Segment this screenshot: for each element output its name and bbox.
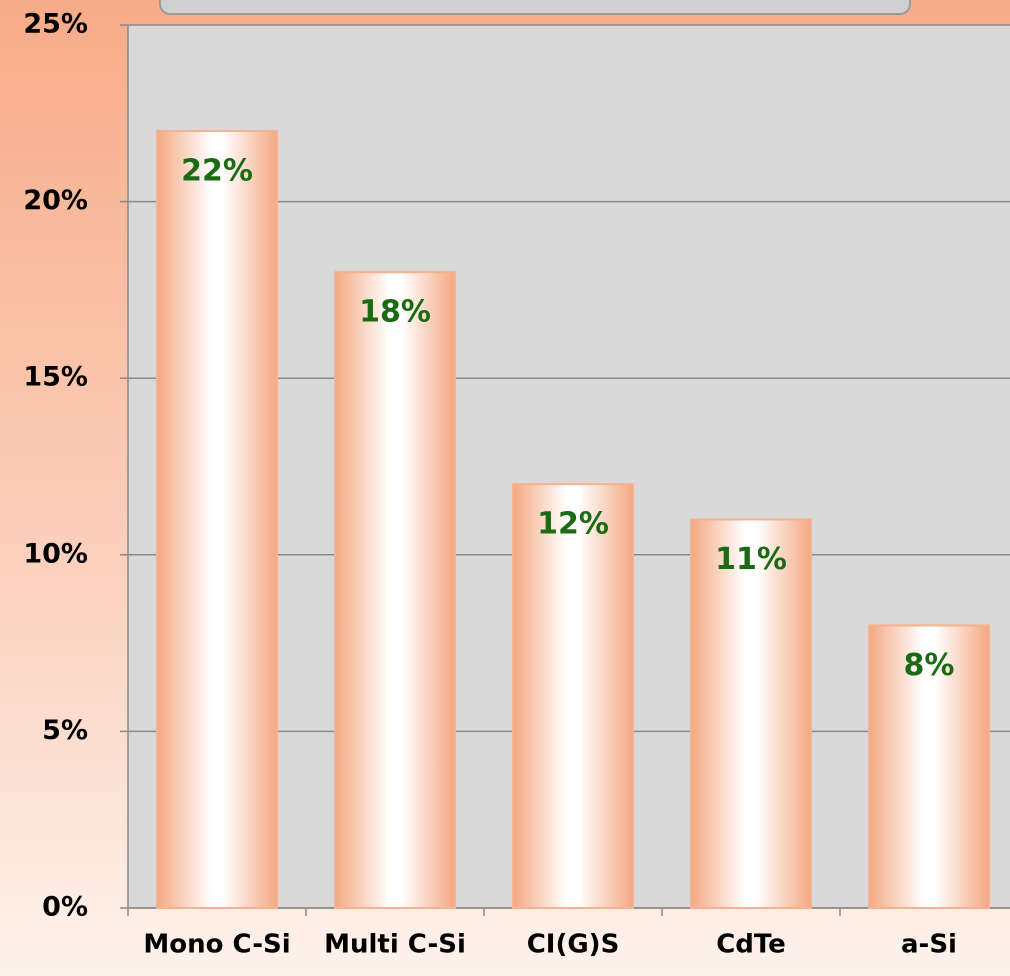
bar	[334, 271, 456, 909]
x-tick-label: Mono C-Si	[143, 930, 290, 960]
bar	[690, 518, 812, 909]
bar	[512, 483, 634, 909]
x-tick-label: CdTe	[716, 930, 786, 960]
bar	[156, 129, 278, 909]
y-tick-label: 20%	[23, 185, 88, 216]
data-label: 18%	[359, 295, 431, 330]
y-tick-label: 5%	[42, 715, 88, 746]
data-label: 22%	[181, 153, 253, 188]
bar	[868, 624, 990, 909]
data-label: 8%	[904, 648, 955, 683]
y-tick-label: 25%	[23, 9, 88, 40]
y-tick-label: 0%	[42, 892, 88, 923]
y-tick-label: 15%	[23, 362, 88, 393]
x-tick-label: a-Si	[901, 930, 957, 960]
data-label: 11%	[715, 542, 787, 577]
x-tick-label: Multi C-Si	[324, 930, 466, 960]
data-label: 12%	[537, 507, 609, 542]
x-tick-label: CI(G)S	[527, 930, 620, 960]
y-tick-label: 10%	[23, 538, 88, 569]
header-box	[159, 0, 911, 15]
